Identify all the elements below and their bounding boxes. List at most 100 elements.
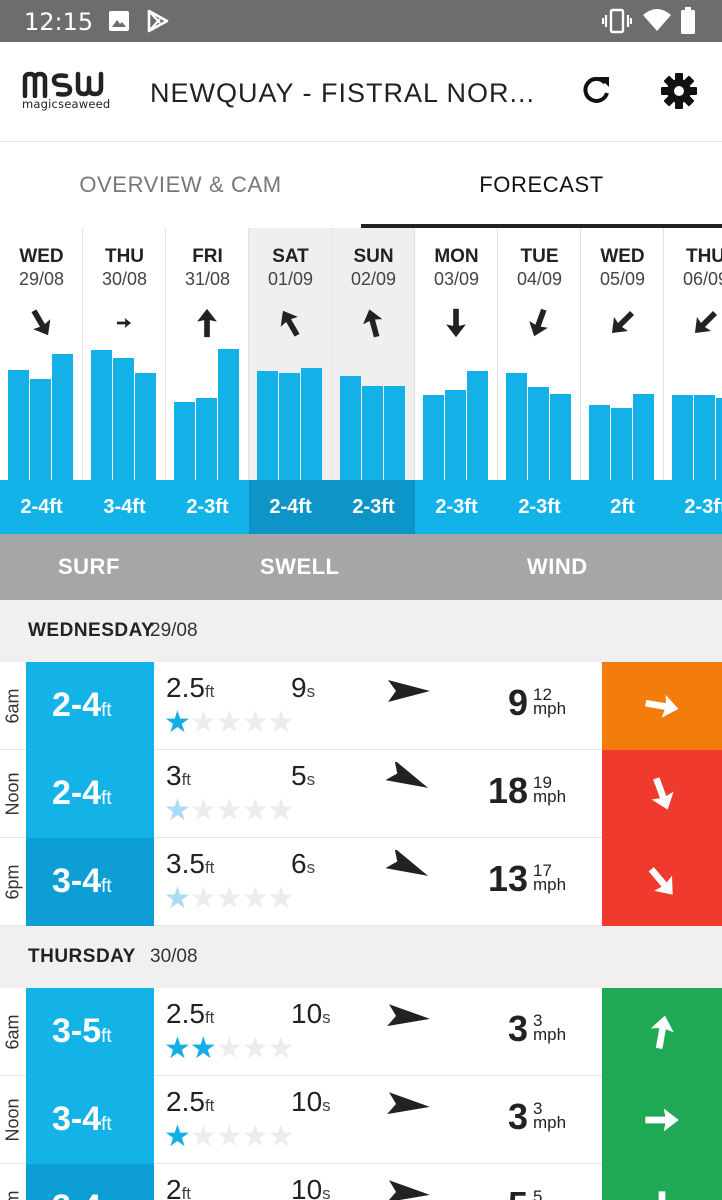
clock: 12:15: [24, 8, 94, 36]
day-name: THU: [685, 246, 722, 267]
msw-logo-mark: [22, 71, 104, 98]
wave-height-bar: [30, 379, 51, 480]
wind-arrow-icon: [645, 1108, 679, 1132]
surf-unit: ft: [101, 1026, 112, 1047]
wave-height-bar: [362, 386, 383, 480]
star-icon: ★: [189, 1032, 217, 1065]
wind-speed: 9: [507, 682, 528, 723]
day-header-name: WEDNESDAY: [28, 620, 155, 641]
star-rating: ★★★★★: [164, 706, 295, 739]
arrow-icon: [529, 308, 548, 337]
wave-height-bar: [633, 394, 654, 480]
day-column[interactable]: FRI 31/08 2-3ft: [166, 228, 249, 534]
day-name: SAT: [272, 246, 309, 267]
forecast-row[interactable]: Noon 2-4ft 3ft 5s ★★★★★ 18 19 mph: [0, 750, 722, 838]
star-icon: ★: [267, 1032, 295, 1065]
swell-height: 3ft: [166, 760, 192, 791]
column-headers: SURF SWELL WIND: [0, 534, 722, 600]
day-date: 03/09: [433, 269, 480, 289]
day-name: WED: [19, 246, 64, 267]
forecast-row[interactable]: 6am 2-4ft 2.5ft 9s ★★★★★ 9 12 mph: [0, 662, 722, 750]
tab-overview-cam[interactable]: OVERVIEW & CAM: [79, 172, 282, 197]
surf-height: 3-4ft: [26, 838, 154, 926]
wave-height-bar: [279, 373, 300, 480]
swell-period: 10s: [291, 1174, 331, 1200]
swell-direction-arrow: [356, 306, 390, 340]
day-column[interactable]: MON 03/09 2-3ft: [415, 228, 498, 534]
wave-height-bar: [135, 373, 156, 480]
swell-arrow-icon: [385, 848, 429, 876]
wave-height-bar: [467, 371, 488, 480]
surf-unit: ft: [101, 788, 112, 809]
wave-height-bar: [340, 376, 361, 480]
wind-direction-cell: [602, 750, 722, 838]
star-icon: ★: [241, 1032, 269, 1065]
wave-height-bar: [174, 402, 195, 480]
forecast-row[interactable]: 6pm 3-4ft 3.5ft 6s ★★★★★ 13 17 mph: [0, 838, 722, 926]
day-column[interactable]: WED 05/09 2ft: [581, 228, 664, 534]
star-icon: ★: [241, 882, 269, 915]
day-surf-range: 2-3ft: [664, 480, 722, 534]
spot-title[interactable]: NEWQUAY - FISTRAL NOR...: [150, 78, 536, 108]
day-name: WED: [600, 246, 645, 267]
wave-height-bar: [257, 371, 278, 480]
swell-direction: [386, 1088, 432, 1127]
wave-height-bar: [91, 350, 112, 480]
swell-height: 3.5ft: [166, 848, 215, 879]
star-rating: ★★★★★: [164, 1120, 295, 1153]
app-logo: magicseaweed: [22, 70, 122, 111]
swell-direction: [386, 1176, 432, 1200]
swell-arrow-icon: [387, 1004, 430, 1027]
surf-unit: ft: [101, 876, 112, 897]
star-icon: ★: [164, 1120, 191, 1153]
wind-arrow-icon: [651, 777, 674, 810]
wind-speed: 5: [470, 1184, 528, 1200]
day-surf-range: 2ft: [581, 480, 664, 534]
day-date: 29/08: [18, 269, 65, 289]
tab-forecast[interactable]: FORECAST: [479, 172, 604, 197]
day-surf-range: 2-3ft: [332, 480, 415, 534]
day-name: MON: [434, 246, 479, 267]
day-name: TUE: [520, 246, 559, 267]
wave-height-bar: [550, 394, 571, 480]
day-header: THURSDAY 30/08: [0, 926, 722, 988]
swell-height: 2.5ft: [166, 1086, 215, 1117]
logo-text: magicseaweed: [22, 97, 111, 111]
swell-direction-arrow: [439, 306, 473, 340]
surf-height: 3-5ft: [26, 988, 154, 1076]
refresh-icon[interactable]: [578, 73, 614, 109]
wind-direction-cell: [602, 1164, 722, 1200]
swell-direction-arrow: [605, 306, 639, 340]
swell-direction-arrow: [24, 306, 58, 340]
day-surf-range: 2-4ft: [249, 480, 332, 534]
wave-height-bar: [8, 370, 29, 480]
row-time: Noon: [2, 772, 23, 816]
day-strip[interactable]: WED 29/08 2-4ft THU 30/08 3-4ft FRI 31/08 2-3ft S…: [0, 228, 722, 534]
star-icon: ★: [189, 882, 217, 915]
day-column[interactable]: SAT 01/09 2-4ft: [249, 228, 332, 534]
day-surf-range: 3-4ft: [83, 480, 166, 534]
row-time: 6am: [2, 1014, 23, 1050]
day-name: THU: [104, 246, 145, 267]
day-column[interactable]: TUE 04/09 2-3ft: [498, 228, 581, 534]
wave-height-bar: [52, 354, 73, 480]
tab-bar: OVERVIEW & CAM FORECAST: [0, 142, 722, 228]
day-header-date: 30/08: [150, 946, 198, 967]
star-icon: ★: [164, 706, 191, 739]
day-column[interactable]: WED 29/08 2-4ft: [0, 228, 83, 534]
gear-icon[interactable]: [660, 72, 698, 110]
star-icon: ★: [215, 794, 243, 827]
wave-height-bar: [113, 358, 134, 480]
day-column[interactable]: THU 30/08 3-4ft: [83, 228, 166, 534]
forecast-row[interactable]: 6am 3-5ft 2.5ft 10s ★★★★★ 3 3 mph: [0, 988, 722, 1076]
star-icon: ★: [241, 706, 269, 739]
star-icon: ★: [267, 706, 295, 739]
day-date: 06/09: [682, 269, 722, 289]
day-column[interactable]: SUN 02/09 2-3ft: [332, 228, 415, 534]
arrow-icon: [694, 310, 718, 334]
wave-height-bar: [694, 395, 715, 480]
wave-height-bar: [218, 349, 239, 480]
forecast-row[interactable]: Noon 3-4ft 2.5ft 10s ★★★★★ 3 3 mph: [0, 1076, 722, 1164]
